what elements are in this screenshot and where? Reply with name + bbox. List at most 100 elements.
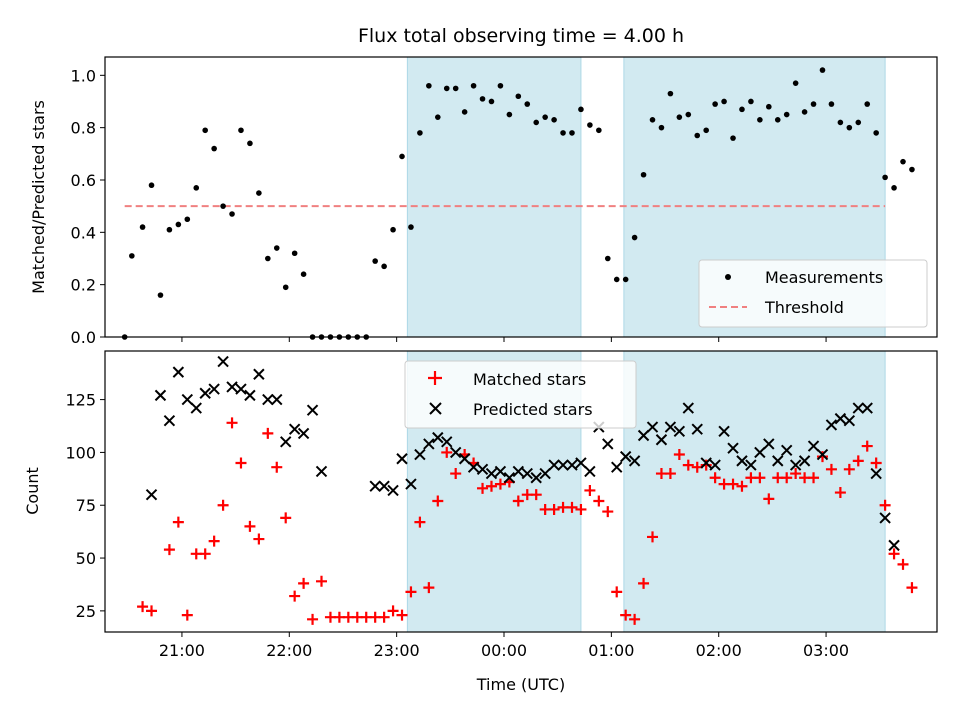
matched-stars-point — [808, 472, 820, 484]
predicted-stars-point — [297, 427, 310, 440]
matched-stars-point — [879, 499, 891, 511]
predicted-stars-point — [628, 455, 641, 467]
top-y-tick-label: 0.8 — [71, 119, 96, 138]
measurement-point — [139, 224, 146, 230]
matched-stars-point — [485, 480, 497, 492]
measurement-point — [426, 82, 432, 89]
measurement-point — [148, 182, 155, 189]
matched-stars-point — [423, 582, 435, 594]
x-tick-label: 01:00 — [588, 641, 634, 660]
top-x-ticks — [181, 337, 827, 342]
matched-stars-point — [315, 575, 327, 587]
measurement-point — [721, 98, 727, 105]
matched-stars-point — [146, 605, 158, 617]
predicted-stars-point — [843, 415, 856, 427]
bottom-panel: 25 50 75 100 125 21:00 22:00 23:00 00:00 01:00 02… — [23, 350, 938, 694]
measurement-point — [273, 245, 280, 251]
predicted-stars-point — [879, 512, 891, 524]
matched-stars-point — [414, 516, 426, 528]
predicted-stars-point — [700, 457, 712, 469]
measurement-point — [613, 276, 620, 283]
measurement-point — [390, 226, 396, 233]
measurement-point — [891, 185, 897, 191]
measurement-point — [300, 271, 307, 277]
matched-stars-point — [575, 503, 587, 515]
measurement-point — [766, 103, 772, 110]
predicted-stars-point — [888, 539, 900, 552]
x-tick-label: 00:00 — [481, 641, 527, 660]
matched-stars-point — [611, 586, 623, 598]
measurement-point — [578, 106, 584, 113]
measurement-point — [372, 258, 378, 264]
predicted-stars-point — [557, 459, 569, 471]
matched-stars-point — [280, 512, 292, 524]
predicted-stars-point — [745, 459, 757, 471]
predicted-stars-point — [145, 488, 158, 501]
matched-stars-point — [754, 472, 766, 484]
matched-stars-point — [494, 478, 506, 490]
top-legend-box — [698, 259, 928, 328]
predicted-stars-point — [512, 465, 525, 478]
measurement-point — [622, 276, 629, 283]
measurement-point — [739, 106, 745, 113]
measurement-point — [479, 96, 486, 102]
bottom-x-axis: 21:00 22:00 23:00 00:00 01:00 02:00 03:00 — [159, 632, 849, 660]
matched-stars-point — [861, 440, 873, 452]
matched-stars-point — [790, 468, 802, 480]
matched-stars-point — [566, 501, 578, 513]
predicted-stars-point — [414, 448, 426, 461]
matched-stars-point — [405, 586, 417, 598]
measurement-point — [757, 117, 763, 123]
measurement-point — [220, 203, 226, 209]
top-panel: 0.0 0.2 0.4 0.6 0.8 1.0 Matched/Predicted sta… — [29, 56, 938, 347]
chart-title: Flux total observing time = 4.00 h — [358, 25, 684, 47]
matched-stars-point — [217, 499, 229, 511]
predicted-stars-point — [727, 442, 739, 454]
matched-stars-point — [378, 611, 390, 623]
top-legend: Measurements Threshold — [698, 259, 928, 328]
predicted-stars-point — [253, 368, 265, 380]
measurement-point — [265, 255, 271, 262]
measurement-point — [596, 127, 602, 134]
measurement-point — [748, 98, 754, 105]
measurement-point — [730, 135, 736, 141]
measurement-point — [166, 226, 173, 233]
matched-stars-point — [387, 605, 399, 617]
predicted-stars-point — [602, 438, 614, 450]
measurement-point — [774, 117, 781, 123]
predicted-stars-point — [870, 467, 882, 480]
measurement-point — [193, 185, 200, 191]
predicted-stars-point — [235, 383, 247, 395]
matched-stars-point — [181, 609, 193, 621]
measurement-point — [461, 109, 468, 115]
x-axis-label: Time (UTC) — [476, 675, 565, 694]
measurement-point — [256, 190, 262, 196]
measurement-point — [381, 263, 387, 270]
matched-stars-point — [888, 548, 900, 560]
top-y-axis-label: Matched/Predicted stars — [29, 100, 48, 294]
predicted-stars-point — [163, 415, 176, 427]
predicted-stars-point — [280, 436, 292, 448]
measurement-point — [828, 101, 835, 107]
predicted-stars-point — [816, 448, 829, 461]
x-tick-label: 23:00 — [374, 641, 420, 660]
bottom-legend: Matched stars Predicted stars — [404, 360, 637, 429]
matched-stars-point — [253, 533, 265, 545]
top-y-tick-label: 0.2 — [71, 276, 96, 295]
predicted-stars-point — [154, 389, 167, 402]
matched-stars-point — [647, 531, 659, 543]
predicted-stars-point — [664, 421, 677, 433]
matched-stars-point — [620, 609, 632, 621]
top-axes-frame — [104, 56, 938, 338]
predicted-stars-point — [673, 425, 686, 437]
top-y-axis: 0.0 0.2 0.4 0.6 0.8 1.0 — [71, 66, 105, 347]
measurement-point — [900, 158, 906, 165]
predicted-stars-point — [494, 465, 507, 478]
bottom-legend-box — [404, 360, 637, 429]
matched-stars-point — [289, 590, 301, 602]
measurement-point — [202, 127, 208, 134]
matched-stars-point — [664, 468, 676, 480]
bottom-axes-frame — [104, 350, 938, 633]
predicted-stars-point — [441, 436, 453, 448]
measurement-point — [855, 119, 862, 126]
